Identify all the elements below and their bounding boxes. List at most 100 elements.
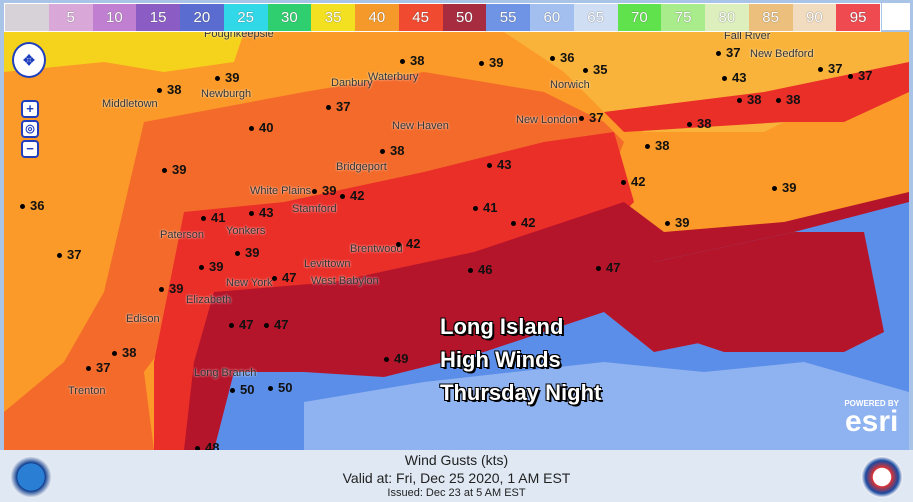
gust-value-point[interactable]: 36 <box>550 50 574 65</box>
gust-value-point[interactable]: 41 <box>473 200 497 215</box>
legend-swatch: 5 <box>48 4 93 31</box>
gust-value-point[interactable]: 39 <box>665 215 689 230</box>
gust-value-point[interactable]: 50 <box>230 382 254 397</box>
zoom-in-button[interactable]: + <box>21 100 39 118</box>
zoom-out-button[interactable]: − <box>21 140 39 158</box>
gust-value-point[interactable]: 47 <box>596 260 621 275</box>
gust-value-point[interactable]: 39 <box>215 70 239 85</box>
gust-value-point[interactable]: 38 <box>687 116 711 131</box>
legend-swatch: 50 <box>442 4 487 31</box>
point-marker <box>396 242 401 247</box>
point-marker <box>157 88 162 93</box>
point-marker <box>848 74 853 79</box>
gust-value-point[interactable]: 41 <box>201 210 225 225</box>
gust-value-point[interactable]: 42 <box>621 174 645 189</box>
gust-value-point[interactable]: 37 <box>579 110 603 125</box>
powered-by-text: POWERED BY <box>844 399 899 408</box>
gust-value-point[interactable]: 47 <box>264 317 288 332</box>
gust-value: 38 <box>167 82 182 97</box>
gust-value-point[interactable]: 48 <box>195 440 219 450</box>
gust-value-point[interactable]: 37 <box>86 360 110 375</box>
place-label: New York <box>226 277 273 289</box>
gust-value: 38 <box>390 143 405 158</box>
gust-value-point[interactable]: 42 <box>511 215 536 230</box>
place-label: Middletown <box>102 98 158 110</box>
gust-value-point[interactable]: 47 <box>272 270 296 285</box>
gust-value: 46 <box>478 262 493 277</box>
gust-value-point[interactable]: 37 <box>57 247 82 262</box>
gust-value-point[interactable]: 39 <box>479 55 503 70</box>
gust-value-point[interactable]: 35 <box>583 62 607 77</box>
legend-swatch: 30 <box>267 4 312 31</box>
wind-gust-map[interactable]: Poughkeepsie Newburgh Middletown Waterbury N… <box>4 32 909 450</box>
gust-value-point[interactable]: 38 <box>737 92 761 107</box>
place-label: Paterson <box>160 229 205 241</box>
gust-value-point[interactable]: 49 <box>384 351 408 366</box>
gust-value: 43 <box>259 205 274 220</box>
gust-value-point[interactable]: 37 <box>716 45 740 60</box>
point-marker <box>583 68 588 73</box>
legend-swatch: 25 <box>223 4 268 31</box>
point-marker <box>229 323 234 328</box>
gust-value-point[interactable]: 38 <box>380 143 405 158</box>
gust-value-point[interactable]: 43 <box>487 157 511 172</box>
gust-value-point[interactable]: 39 <box>772 180 796 195</box>
point-marker <box>473 206 478 211</box>
zone-dark-red-offshore <box>654 232 884 352</box>
gust-value-point[interactable]: 36 <box>20 198 44 213</box>
point-marker <box>112 351 117 356</box>
gust-value-point[interactable]: 43 <box>722 70 746 85</box>
gust-value-point[interactable]: 37 <box>818 61 842 76</box>
gust-value: 39 <box>209 259 224 274</box>
pan-arrows-button[interactable]: ✥ <box>12 42 46 78</box>
gust-value: 42 <box>521 215 536 230</box>
legend-swatch: 65 <box>573 4 618 31</box>
place-label: White Plains <box>250 185 312 197</box>
gust-value-point[interactable]: 38 <box>157 82 182 97</box>
zone-yellow <box>4 32 244 72</box>
point-marker <box>249 126 254 131</box>
gust-value-point[interactable]: 42 <box>340 188 364 203</box>
headline-line: Long Island <box>440 314 564 339</box>
point-marker <box>621 180 626 185</box>
place-label: New London <box>516 114 578 126</box>
legend-swatch: 60 <box>530 4 574 31</box>
zone-light-blue <box>304 362 909 450</box>
gust-value-point[interactable]: 47 <box>229 317 253 332</box>
point-marker <box>550 56 555 61</box>
gust-value-point[interactable]: 50 <box>268 380 292 395</box>
headline-text: Long Island High Winds Thursday Night <box>440 310 601 409</box>
gust-value-point[interactable]: 46 <box>468 262 493 277</box>
gust-value: 37 <box>858 68 873 83</box>
gust-value-point[interactable]: 38 <box>776 92 800 107</box>
esri-attribution[interactable]: POWERED BY esri <box>844 399 899 437</box>
place-label: Brentwood <box>350 243 403 255</box>
place-label: Danbury <box>331 77 373 89</box>
gust-value-point[interactable]: 37 <box>326 99 350 114</box>
gust-value-point[interactable]: 39 <box>159 281 184 296</box>
point-marker <box>235 251 240 256</box>
gust-value: 39 <box>172 162 187 177</box>
place-label: Newburgh <box>201 88 252 100</box>
gust-value-point[interactable]: 39 <box>199 259 224 274</box>
gust-value-point[interactable]: 39 <box>235 245 259 260</box>
point-marker <box>579 116 584 121</box>
gust-value-point[interactable]: 39 <box>312 183 336 198</box>
gust-value-point[interactable]: 39 <box>162 162 187 177</box>
gust-value-point[interactable]: 43 <box>249 205 274 220</box>
legend-swatch: 45 <box>398 4 443 31</box>
gust-value: 39 <box>169 281 184 296</box>
point-marker <box>199 265 204 270</box>
gust-value-point[interactable]: 40 <box>249 120 273 135</box>
point-marker <box>159 287 164 292</box>
gust-value-point[interactable]: 42 <box>396 236 420 251</box>
globe-icon[interactable]: ◎ <box>21 120 39 138</box>
gust-value-point[interactable]: 38 <box>645 138 669 153</box>
gust-value-point[interactable]: 37 <box>848 68 873 83</box>
gust-value-point[interactable]: 38 <box>112 345 136 360</box>
gust-value-point[interactable]: 38 <box>400 53 424 68</box>
gust-value: 37 <box>67 247 82 262</box>
point-marker <box>737 98 742 103</box>
gust-value: 47 <box>606 260 621 275</box>
legend-swatch: 90 <box>792 4 837 31</box>
